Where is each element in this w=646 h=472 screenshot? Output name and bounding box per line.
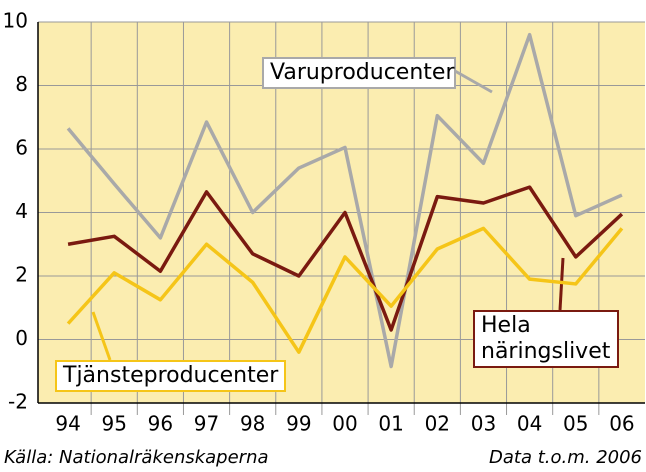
x-tick-label: 98 [240, 412, 265, 436]
leader [91, 311, 112, 361]
x-tick-label: 00 [332, 412, 357, 436]
x-tick-label: 99 [286, 412, 311, 436]
y-tick-label: 10 [3, 9, 28, 33]
x-tick-label: 02 [425, 412, 450, 436]
x-tick-label: 97 [194, 412, 219, 436]
series-label: Tjänsteproducenter [55, 360, 286, 392]
series-label: Hela näringslivet [473, 310, 619, 368]
x-tick-label: 03 [471, 412, 496, 436]
y-tick-label: 8 [15, 72, 28, 96]
x-tick-label: 04 [517, 412, 542, 436]
series-line [66, 226, 624, 354]
series-line [66, 32, 623, 369]
y-tick-label: 6 [15, 136, 28, 160]
y-tick-label: 4 [15, 199, 28, 223]
x-tick-label: 06 [609, 412, 634, 436]
series-line [67, 185, 624, 332]
x-tick-label: 94 [55, 412, 80, 436]
x-tick-label: 05 [563, 412, 588, 436]
y-tick-label: 0 [15, 326, 28, 350]
x-tick-label: 96 [148, 412, 173, 436]
note: Data t.o.m. 2006 [489, 447, 642, 468]
y-tick-label: 2 [15, 263, 28, 287]
x-tick-label: 95 [102, 412, 127, 436]
leader [454, 69, 493, 94]
y-tick-label: -2 [8, 390, 28, 414]
series-label: Varuproducenter [262, 57, 456, 89]
x-tick-label: 01 [378, 412, 403, 436]
source: Källa: Nationalräkenskaperna [4, 447, 269, 468]
